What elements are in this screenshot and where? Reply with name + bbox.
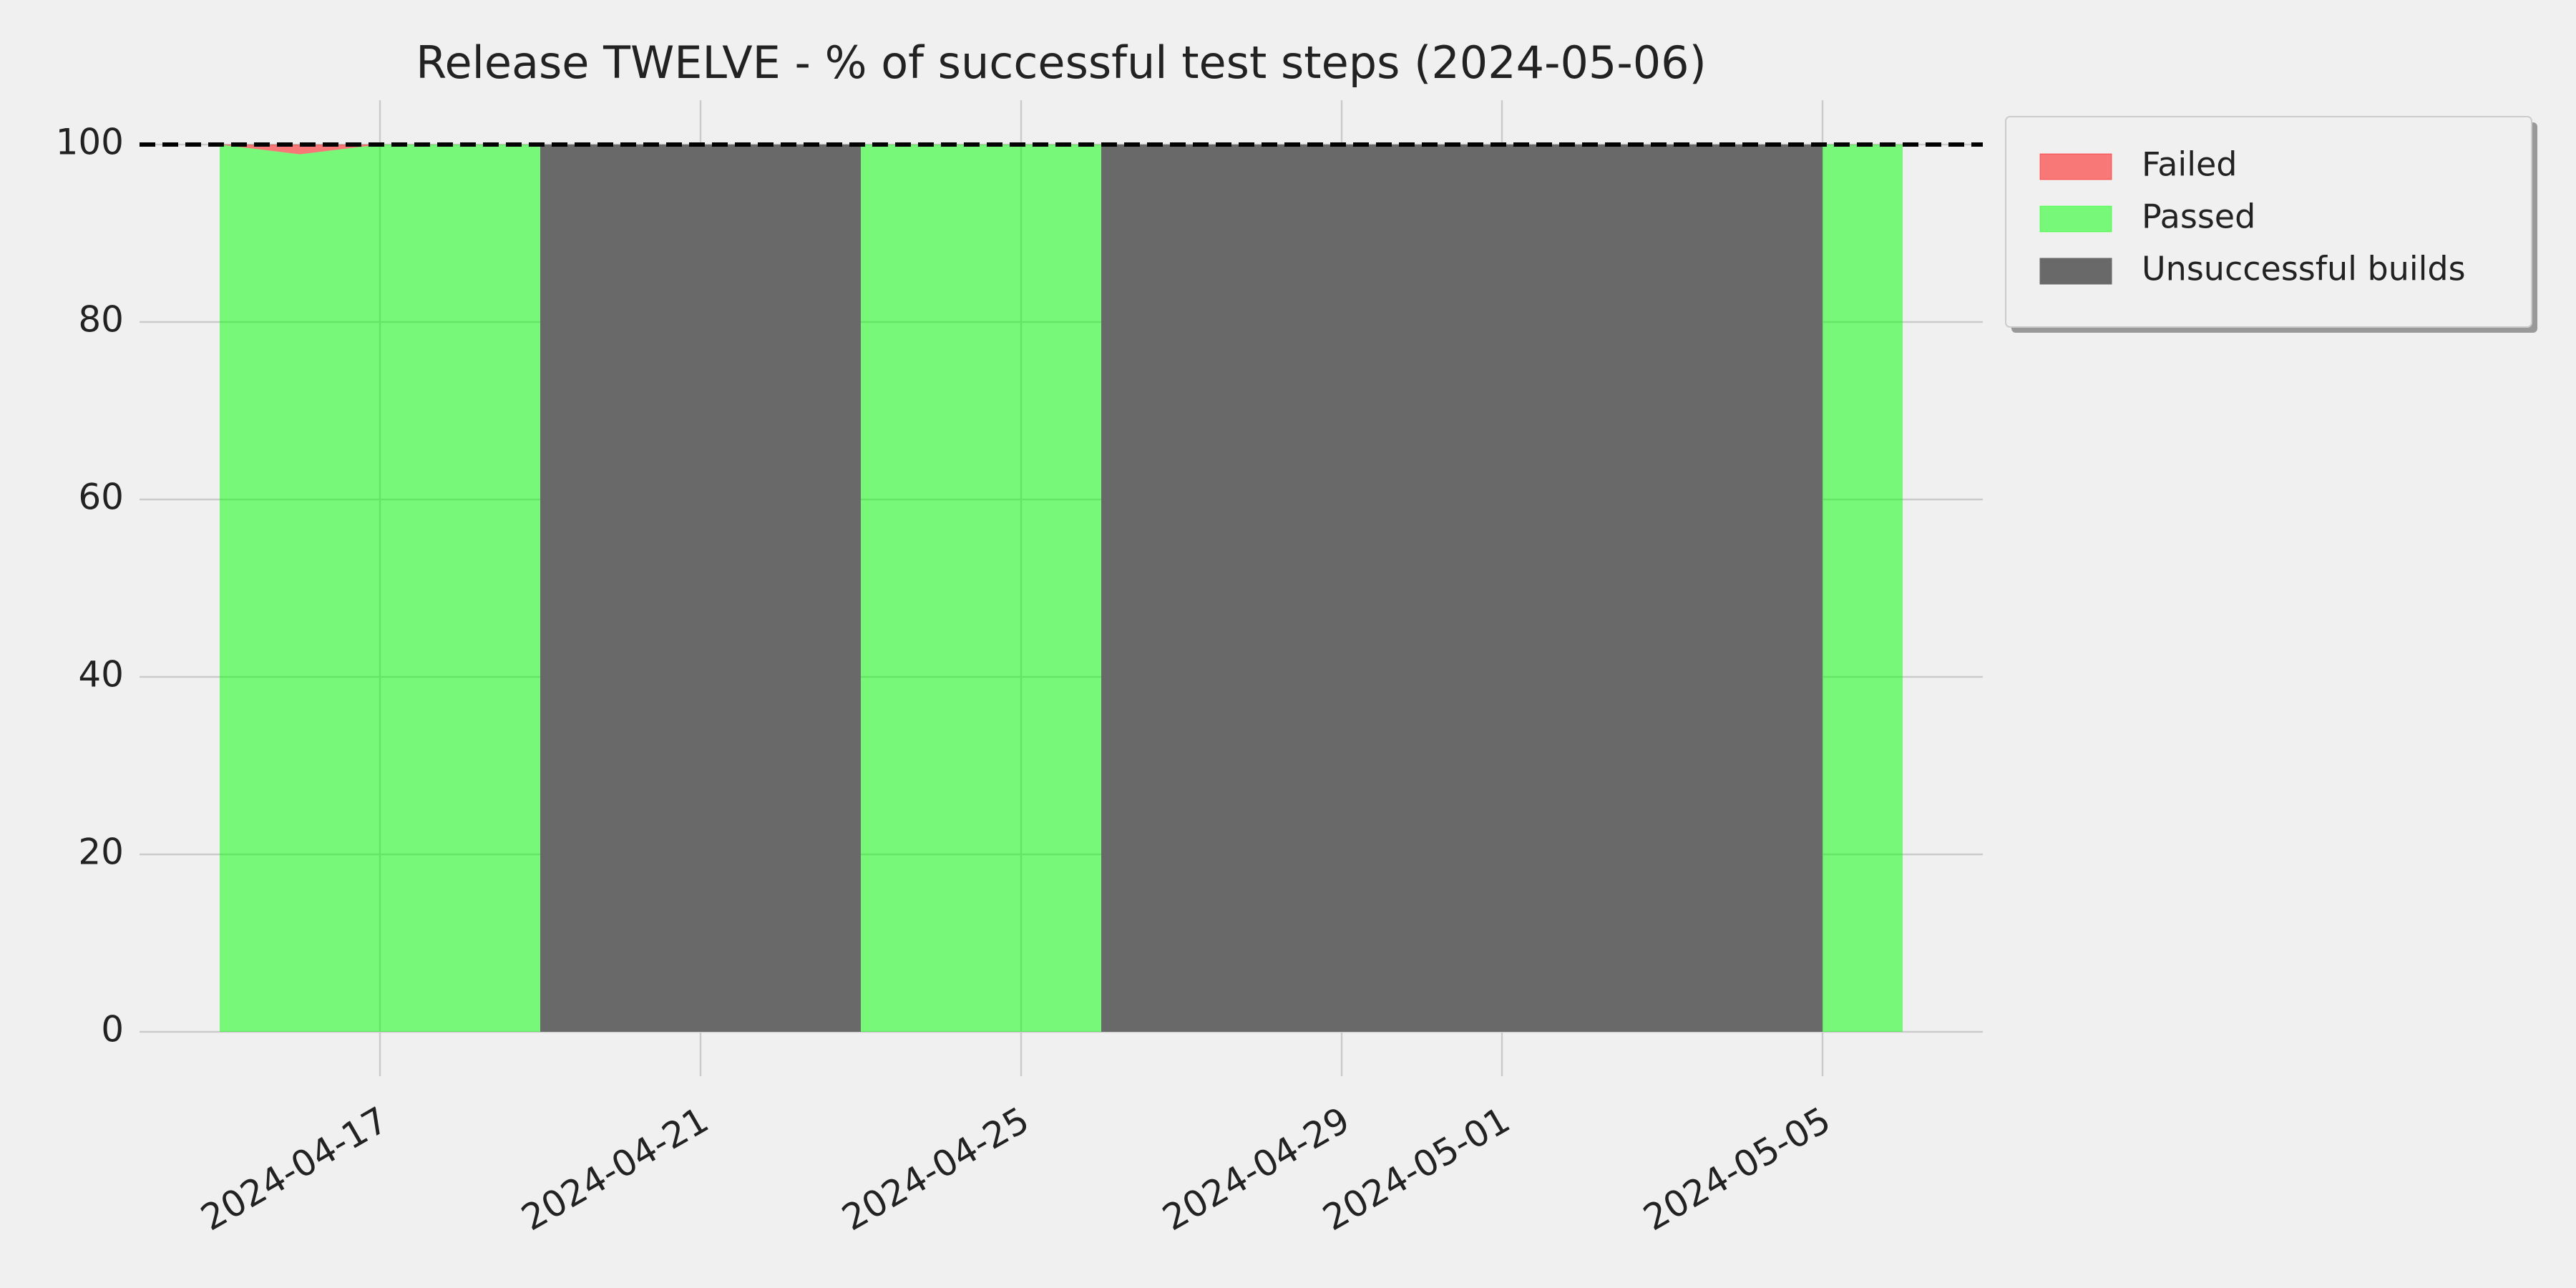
area — [540, 145, 1823, 1032]
legend-swatch — [2039, 153, 2112, 180]
y-tick-label: 60 — [78, 477, 124, 518]
legend-box — [2005, 116, 2532, 328]
legend-label: Failed — [2142, 145, 2238, 184]
y-tick-label: 80 — [78, 299, 124, 341]
y-tick-label: 100 — [56, 122, 124, 163]
chart-title: Release TWELVE - % of successful test st… — [416, 36, 1707, 89]
legend-swatch — [2039, 205, 2112, 233]
legend-label: Passed — [2142, 197, 2255, 236]
legend: Failed Passed Unsuccessful builds — [2005, 116, 2532, 328]
legend-swatch — [2039, 258, 2112, 285]
y-tick-label: 20 — [78, 831, 124, 873]
y-tick-label: 40 — [78, 654, 124, 696]
y-tick-label: 0 — [101, 1009, 124, 1050]
legend-label: Unsuccessful builds — [2142, 250, 2466, 288]
area — [220, 145, 1903, 1032]
